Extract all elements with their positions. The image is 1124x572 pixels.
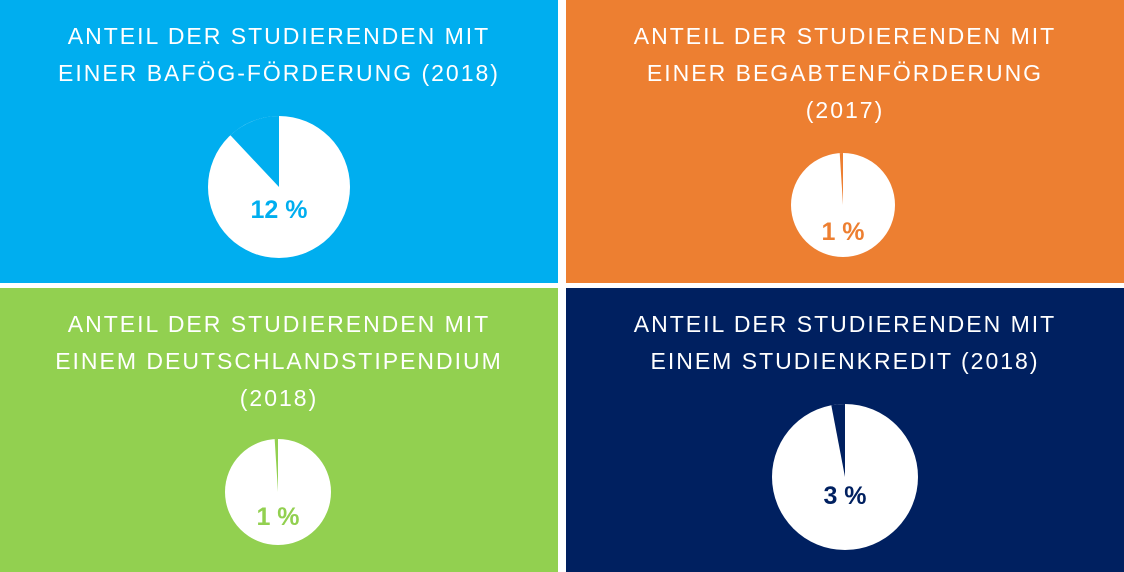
pie-chart [208, 116, 350, 258]
title-line: (2018) [239, 385, 319, 411]
title-line: EINEM STUDIENKREDIT (2018) [650, 348, 1040, 374]
pie-slice-share [230, 116, 279, 187]
pie-chart [791, 153, 895, 257]
percent-label: 3 % [823, 482, 867, 510]
pie-chart [225, 439, 331, 545]
panel-title: ANTEIL DER STUDIERENDEN MIT EINER BEGABT… [566, 18, 1124, 129]
percent-label: 12 % [250, 196, 308, 224]
title-line: EINEM DEUTSCHLANDSTIPENDIUM [55, 348, 503, 374]
panel-begabtenfoerderung: ANTEIL DER STUDIERENDEN MIT EINER BEGABT… [566, 0, 1124, 283]
percent-label: 1 % [256, 503, 300, 531]
title-line: ANTEIL DER STUDIERENDEN MIT [633, 23, 1057, 49]
panel-bafoeg: ANTEIL DER STUDIERENDEN MIT EINER BAFÖG-… [0, 0, 558, 283]
pie-slice-share [274, 439, 278, 492]
title-line: ANTEIL DER STUDIERENDEN MIT [67, 311, 491, 337]
panel-title: ANTEIL DER STUDIERENDEN MIT EINEM DEUTSC… [0, 306, 558, 417]
panel-studienkredit: ANTEIL DER STUDIERENDEN MIT EINEM STUDIE… [566, 288, 1124, 572]
percent-label: 1 % [821, 218, 865, 246]
title-line: ANTEIL DER STUDIERENDEN MIT [633, 311, 1057, 337]
panel-title: ANTEIL DER STUDIERENDEN MIT EINEM STUDIE… [566, 306, 1124, 380]
pie-slice-share [839, 153, 843, 205]
panel-deutschlandstipendium: ANTEIL DER STUDIERENDEN MIT EINEM DEUTSC… [0, 288, 558, 572]
pie-slice-share [831, 404, 845, 477]
panel-title: ANTEIL DER STUDIERENDEN MIT EINER BAFÖG-… [0, 18, 558, 92]
title-line: (2017) [805, 97, 885, 123]
title-line: EINER BAFÖG-FÖRDERUNG (2018) [58, 60, 500, 86]
title-line: ANTEIL DER STUDIERENDEN MIT [67, 23, 491, 49]
pie-chart [772, 404, 918, 550]
title-line: EINER BEGABTENFÖRDERUNG [646, 60, 1044, 86]
